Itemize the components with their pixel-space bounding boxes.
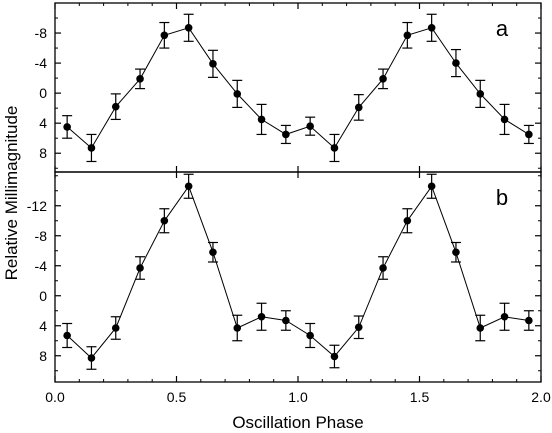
y-tick-label: -4: [35, 55, 48, 71]
data-point: [87, 144, 96, 152]
panel-a: -8 -4 0 4 8 a: [35, 2, 541, 169]
data-point: [111, 324, 120, 332]
data-point: [354, 323, 363, 332]
data-point: [379, 75, 387, 83]
data-point: [306, 331, 314, 340]
x-axis: 0.0 0.5 1.0 1.5 2.0: [45, 3, 551, 405]
data-point: [500, 115, 509, 124]
data-point: [452, 59, 460, 67]
data-point: [184, 23, 193, 32]
data-point: [233, 324, 242, 332]
data-point: [111, 102, 120, 111]
data-point: [452, 248, 460, 257]
data-point: [500, 312, 509, 321]
y-tick-label: -12: [27, 198, 47, 214]
data-point: [330, 144, 339, 152]
data-point: [63, 331, 71, 340]
data-point: [379, 264, 387, 272]
y-tick-label: 0: [39, 85, 47, 101]
data-point: [403, 31, 412, 40]
x-axis-title: Oscillation Phase: [232, 413, 363, 432]
y-tick-label: -8: [35, 25, 48, 41]
data-point: [160, 31, 169, 40]
y-tick-label: -4: [35, 258, 48, 274]
data-point: [427, 182, 436, 191]
data-point: [476, 90, 485, 98]
data-point: [330, 352, 339, 361]
data-point: [525, 316, 533, 325]
data-point: [136, 264, 144, 272]
data-point: [160, 216, 169, 225]
y-tick-label: 8: [39, 348, 47, 364]
panel-letter: a: [496, 16, 509, 41]
series-line: [66, 27, 530, 149]
data-point: [282, 130, 290, 139]
y-tick-label: -8: [35, 228, 48, 244]
data-point: [354, 103, 363, 112]
x-tick-label: 0.5: [167, 389, 187, 405]
data-point: [282, 316, 290, 325]
data-point: [525, 130, 533, 139]
data-point: [209, 248, 217, 257]
x-tick-label: 0.0: [45, 389, 65, 405]
data-point: [87, 354, 96, 362]
data-point: [306, 122, 314, 130]
y-tick-label: 4: [39, 318, 47, 334]
x-tick-label: 1.5: [410, 389, 430, 405]
y-tick-label: 8: [39, 145, 47, 161]
panel-b: -12 -8 -4 0 4 8 b: [27, 173, 541, 372]
data-point: [184, 182, 193, 191]
y-tick-label: 4: [39, 115, 47, 131]
y-axis-title: Relative Millimagnitude: [2, 106, 21, 281]
data-point: [209, 60, 217, 68]
data-point: [476, 324, 485, 332]
data-point: [233, 90, 242, 98]
x-tick-label: 2.0: [531, 389, 551, 405]
series-line: [66, 185, 529, 359]
data-point: [427, 23, 436, 32]
data-point: [63, 123, 71, 131]
data-point: [257, 312, 266, 321]
data-point: [403, 216, 412, 225]
panel-letter: b: [496, 185, 508, 210]
data-point: [257, 115, 266, 124]
panel-a-frame: [54, 2, 542, 173]
panel-b-frame: [54, 171, 542, 383]
x-tick-label: 1.0: [288, 389, 308, 405]
data-point: [136, 75, 144, 83]
y-tick-label: 0: [39, 288, 47, 304]
